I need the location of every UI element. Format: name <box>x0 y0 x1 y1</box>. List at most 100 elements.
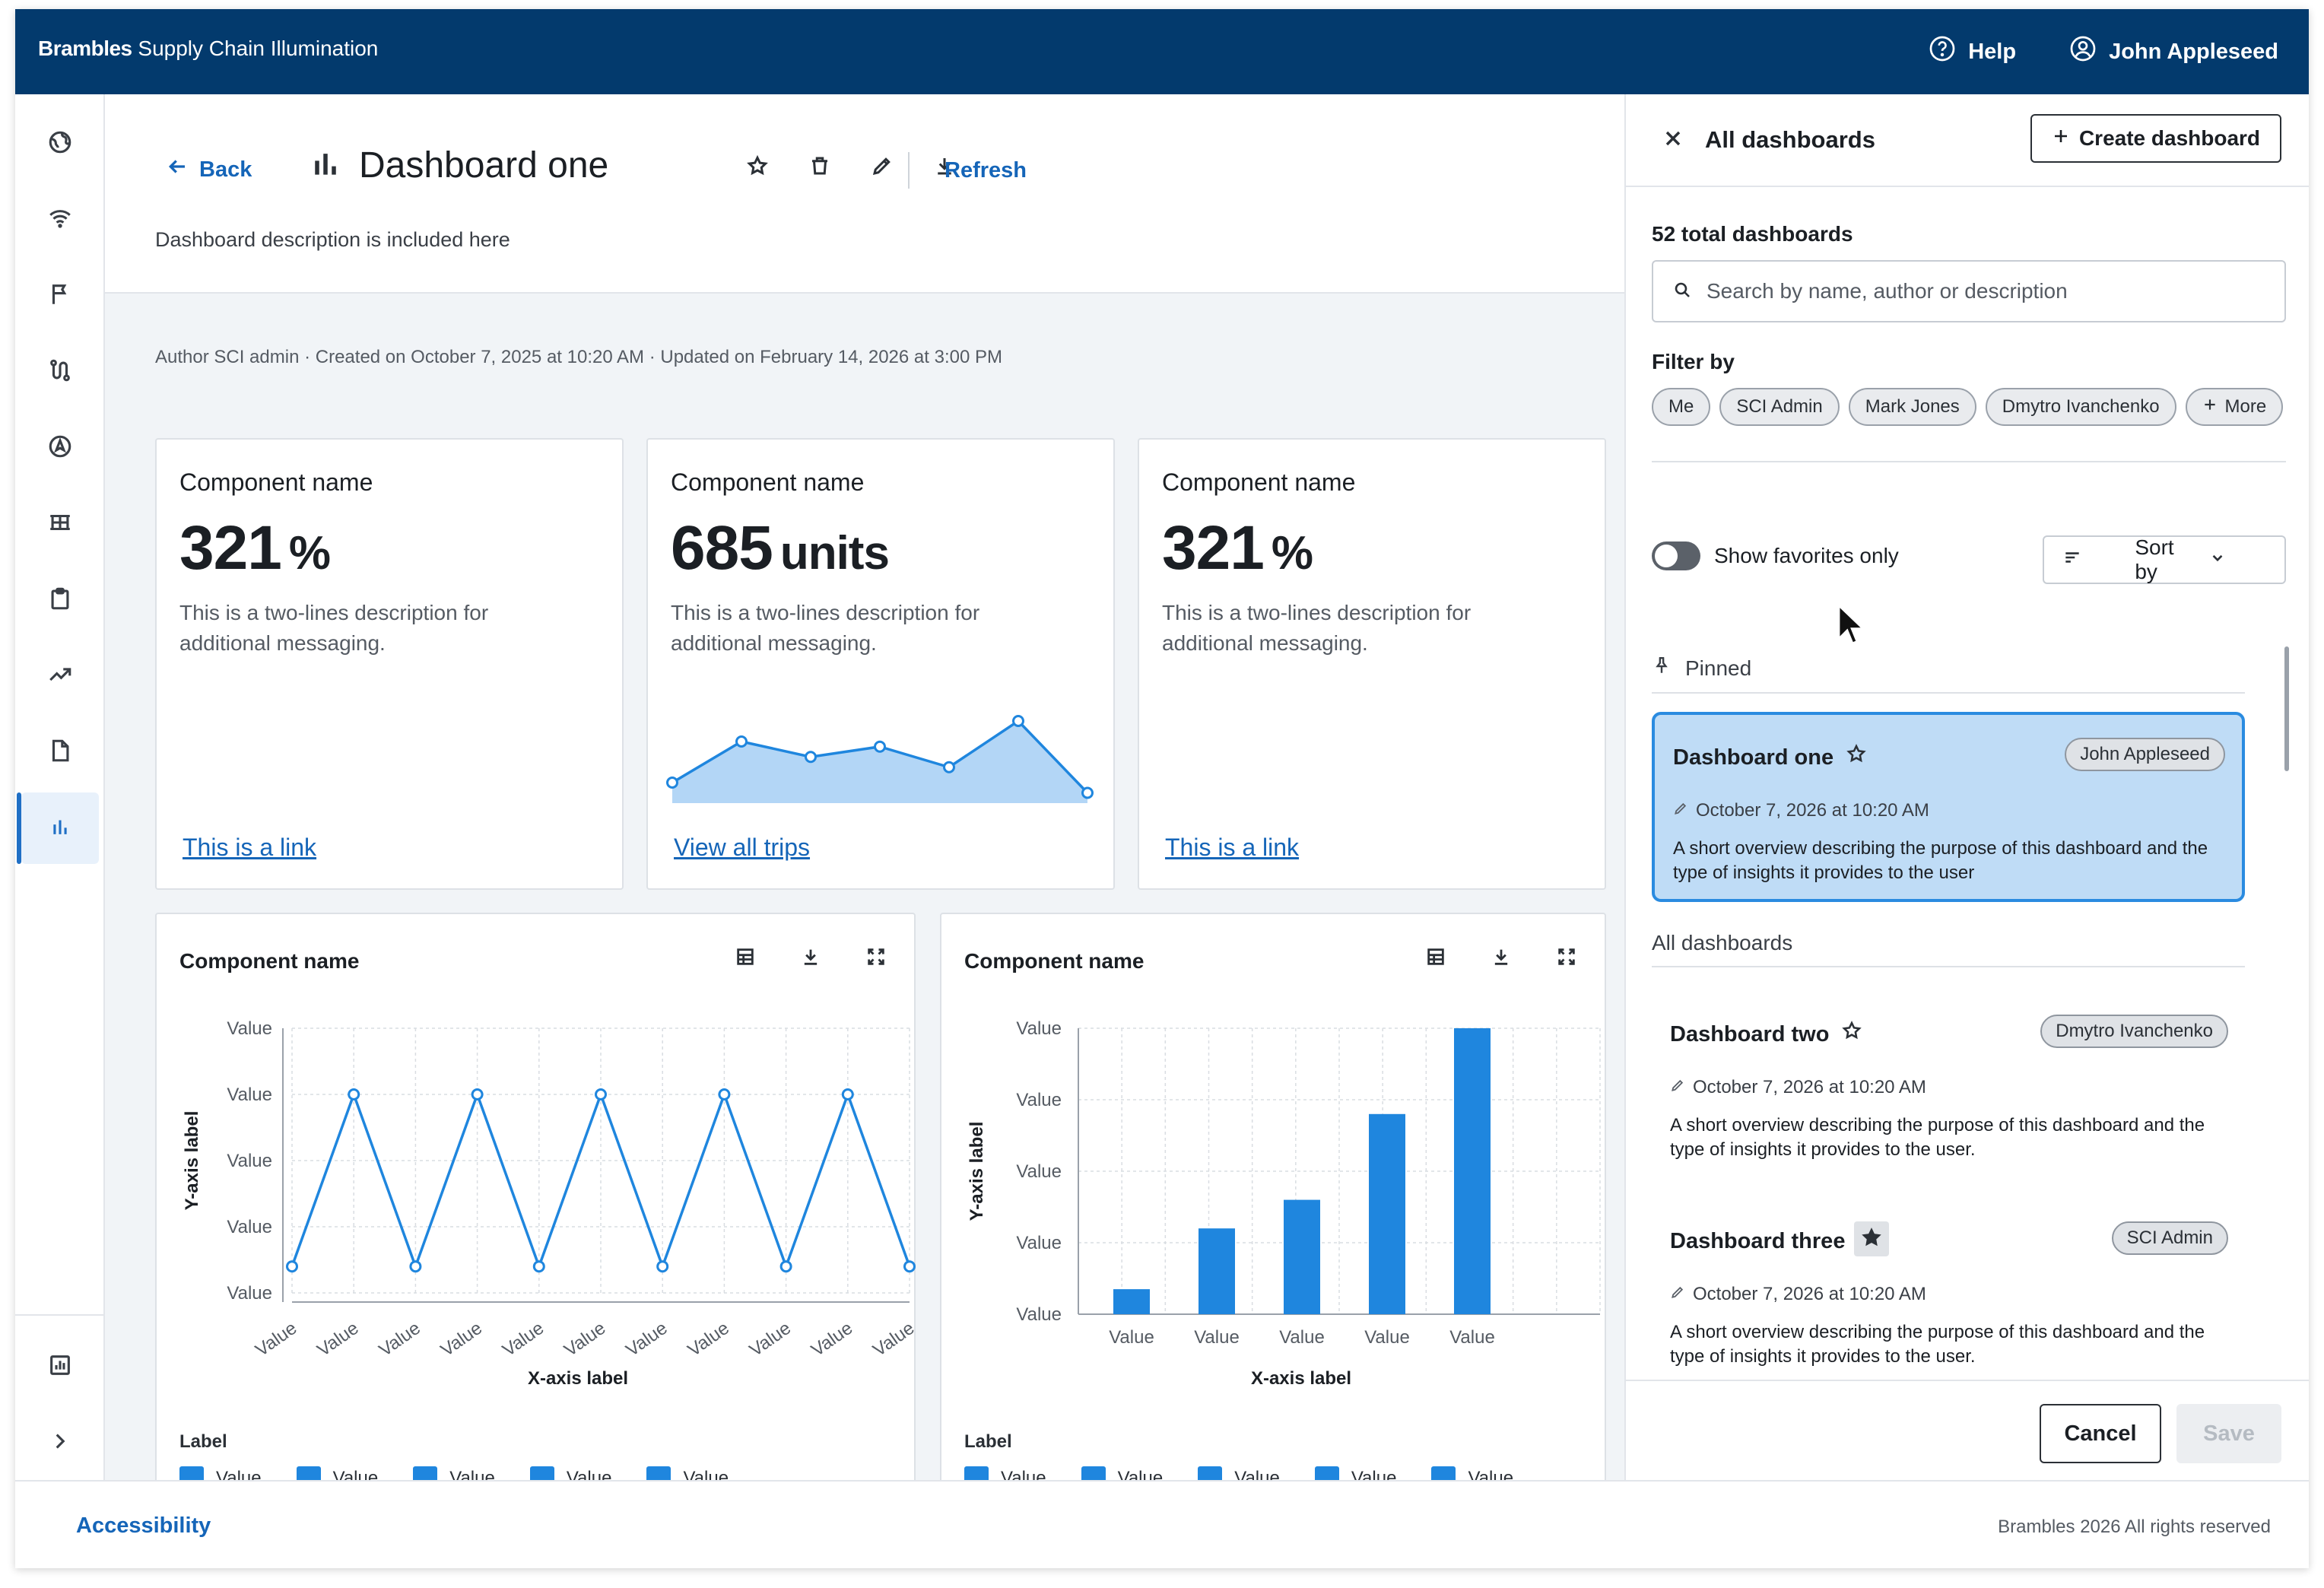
dashboard-card-description: A short overview describing the purpose … <box>1673 838 2208 883</box>
dashboard-card-title: Dashboard three <box>1670 1229 1846 1253</box>
chart-download-button[interactable] <box>1489 946 1513 970</box>
create-dashboard-button[interactable]: Create dashboard <box>2030 114 2281 163</box>
dashboard-card-title: Dashboard two <box>1670 1022 1830 1046</box>
dashboard-card[interactable]: Dashboard two Dmytro Ivanchenko October … <box>1652 992 2245 1182</box>
legend-label: Label <box>179 1431 227 1452</box>
dashboard-card-description: A short overview describing the purpose … <box>1670 1115 2205 1160</box>
filter-chip-dmytro-ivanchenko[interactable]: Dmytro Ivanchenko <box>1985 388 2176 426</box>
kpi-link[interactable]: This is a link <box>1165 834 1300 861</box>
favorite-toggle[interactable] <box>1839 738 1874 773</box>
author-badge: John Appleseed <box>2065 738 2225 771</box>
x-tick-label: Value <box>560 1318 609 1361</box>
download-icon <box>933 154 956 181</box>
delete-button[interactable] <box>806 154 833 181</box>
filter-chips: Me SCI Admin Mark Jones Dmytro Ivanchenk… <box>1652 388 2284 426</box>
brand-logo[interactable]: Brambles Supply Chain Illumination <box>38 37 379 60</box>
save-button[interactable]: Save <box>2176 1404 2281 1463</box>
x-tick-label: Value <box>313 1318 362 1361</box>
favorites-toggle[interactable]: Show favorites only <box>1652 542 1899 570</box>
legend-item[interactable]: Value <box>1314 1466 1396 1480</box>
nav-navigation[interactable] <box>21 412 99 484</box>
legend-item[interactable]: Value <box>1081 1466 1163 1480</box>
nav-routes[interactable] <box>21 336 99 408</box>
favorites-label: Show favorites only <box>1714 544 1899 567</box>
nav-tasks[interactable] <box>21 564 99 636</box>
table-icon <box>735 946 756 971</box>
nav-documents[interactable] <box>21 716 99 788</box>
close-panel-button[interactable] <box>1661 126 1685 151</box>
expand-button[interactable] <box>864 946 888 970</box>
kpi-description: This is a two-lines description for addi… <box>671 601 980 655</box>
favorite-toggle[interactable] <box>1834 1015 1869 1050</box>
accessibility-link[interactable]: Accessibility <box>76 1513 211 1538</box>
filter-chip-me[interactable]: Me <box>1652 388 1711 426</box>
sparkline-point <box>1081 786 1094 799</box>
legend-item[interactable]: Value <box>296 1466 378 1480</box>
nav-pallets[interactable] <box>21 488 99 560</box>
legend-item[interactable]: Value <box>413 1466 495 1480</box>
user-menu-button[interactable]: John Appleseed <box>2069 35 2278 68</box>
sparkline-chart <box>666 715 1094 803</box>
pencil-icon <box>1673 800 1688 821</box>
legend-item[interactable]: Value <box>529 1466 611 1480</box>
table-view-button[interactable] <box>733 946 757 970</box>
filter-chip-mark-jones[interactable]: Mark Jones <box>1848 388 1976 426</box>
page-title: Dashboard one <box>359 145 609 186</box>
nav-expand[interactable] <box>21 1407 99 1478</box>
back-link[interactable]: Back <box>166 155 252 184</box>
legend-swatch <box>646 1466 671 1480</box>
chart-download-button[interactable] <box>798 946 823 970</box>
sparkline-point <box>666 777 678 789</box>
legend-swatch <box>1431 1466 1456 1480</box>
sort-by-dropdown[interactable]: Sort by <box>2043 535 2286 584</box>
chart-title: Component name <box>179 949 360 973</box>
y-tick-label: Value <box>227 1217 272 1237</box>
x-tick-label: Value <box>1364 1327 1410 1348</box>
search-field[interactable] <box>1652 260 2286 322</box>
author-badge: SCI Admin <box>2111 1221 2228 1255</box>
help-icon <box>1929 35 1956 68</box>
cancel-button[interactable]: Cancel <box>2040 1404 2161 1463</box>
document-icon <box>47 738 73 767</box>
legend-swatch <box>964 1466 989 1480</box>
legend-swatch <box>529 1466 554 1480</box>
legend-item[interactable]: Value <box>1431 1466 1513 1480</box>
legend-item[interactable]: Value <box>646 1466 729 1480</box>
nav-connectivity[interactable] <box>21 184 99 256</box>
dashboard-card-description: A short overview describing the purpose … <box>1670 1322 2205 1367</box>
dashboard-card[interactable]: Dashboard three SCI Admin October 7, 202… <box>1652 1199 2245 1389</box>
kpi-link[interactable]: View all trips <box>674 834 811 861</box>
kpi-link[interactable]: This is a link <box>183 834 317 861</box>
help-button[interactable]: Help <box>1929 35 2016 68</box>
data-point <box>841 1088 854 1100</box>
total-dashboards: 52 total dashboards <box>1652 222 1853 246</box>
refresh-button[interactable]: Refresh <box>945 158 1027 183</box>
legend-item[interactable]: Value <box>179 1466 262 1480</box>
favorite-toggle[interactable] <box>1854 1221 1889 1256</box>
legend-item[interactable]: Value <box>1198 1466 1280 1480</box>
panel-scrollbar[interactable] <box>2284 646 2289 771</box>
toggle-switch[interactable] <box>1652 542 1700 570</box>
nav-reports[interactable] <box>21 1331 99 1402</box>
edit-button[interactable] <box>868 154 896 181</box>
dashboard-card-pinned[interactable]: Dashboard one John Appleseed October 7, … <box>1652 712 2245 902</box>
filter-chip-more[interactable]: More <box>2185 388 2284 426</box>
legend-item[interactable]: Value <box>964 1466 1046 1480</box>
filter-chip-sci-admin[interactable]: SCI Admin <box>1719 388 1840 426</box>
data-point <box>409 1260 422 1273</box>
globe-icon <box>47 129 73 159</box>
search-input[interactable] <box>1706 279 2284 303</box>
download-button[interactable] <box>931 154 958 181</box>
legend-swatch <box>1198 1466 1223 1480</box>
nav-flags[interactable] <box>21 260 99 332</box>
nav-trends[interactable] <box>21 640 99 712</box>
kpi-card-1: Component name 321% This is a two-lines … <box>155 438 624 890</box>
expand-icon <box>865 946 887 971</box>
nav-globe[interactable] <box>21 108 99 179</box>
search-icon <box>1673 281 1691 303</box>
table-view-button[interactable] <box>1424 946 1448 970</box>
bar <box>1454 1028 1491 1314</box>
favorite-button[interactable] <box>744 154 771 181</box>
nav-dashboards[interactable] <box>17 792 99 864</box>
expand-button[interactable] <box>1554 946 1579 970</box>
